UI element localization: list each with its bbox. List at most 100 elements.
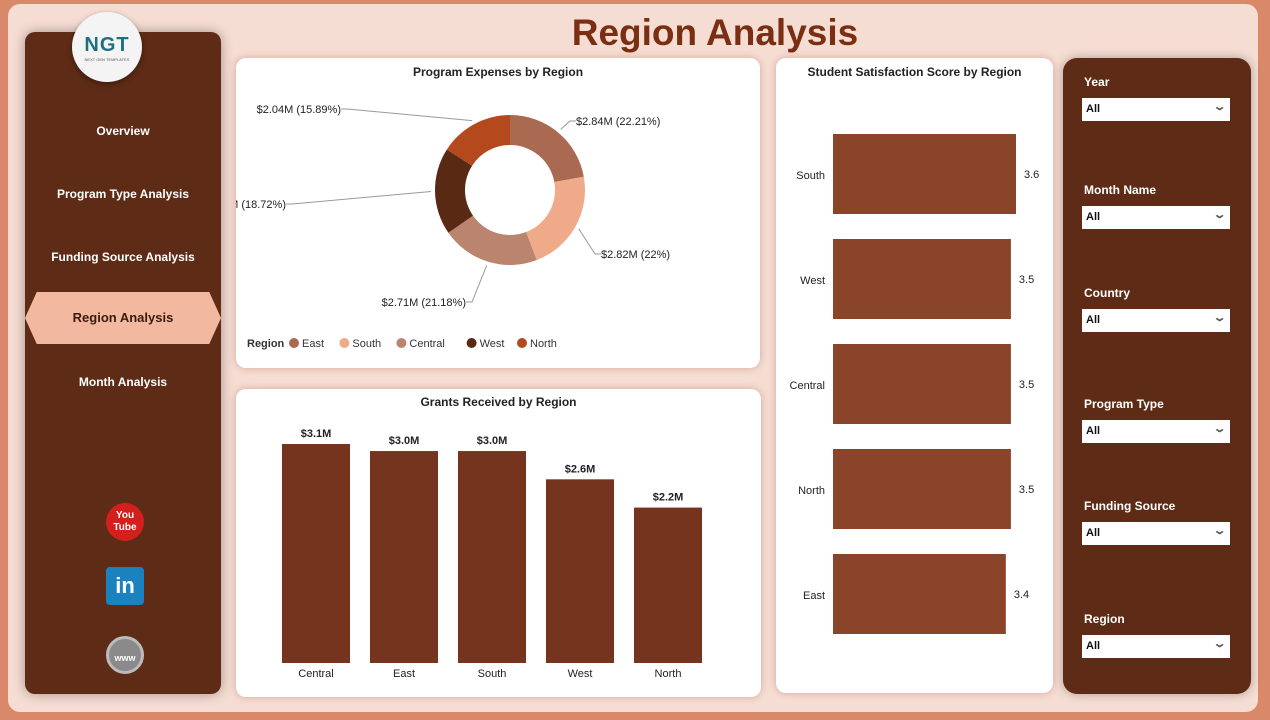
nav-funding-source-analysis[interactable]: Funding Source Analysis: [51, 250, 195, 264]
chevron-down-icon: ⌄: [1212, 101, 1227, 113]
selected-value: All: [1086, 211, 1101, 223]
legend-marker-central: [396, 338, 407, 348]
data-label-north: $2.04M (15.89%): [257, 104, 341, 116]
selected-value: All: [1086, 314, 1101, 326]
filter-label-region: Region: [1084, 612, 1125, 626]
donut-slice-north: [446, 115, 510, 166]
filter-dropdown-funding-source[interactable]: All ⌄: [1082, 522, 1230, 545]
grants-card: Grants Received by Region $3.1M Central $3…: [236, 389, 761, 697]
chevron-down-icon: ⌄: [1212, 525, 1227, 537]
filter-label-program-type: Program Type: [1084, 397, 1164, 411]
chart-title: Grants Received by Region: [420, 395, 577, 409]
data-label-south: $2.82M (22%): [601, 249, 670, 261]
linkedin-icon[interactable]: in: [106, 567, 144, 605]
data-label: 3.5: [1019, 379, 1034, 391]
nav-overview[interactable]: Overview: [96, 124, 150, 138]
bar-east: [370, 451, 438, 663]
data-label: $3.1M: [301, 428, 332, 440]
filter-dropdown-country[interactable]: All ⌄: [1082, 309, 1230, 332]
nav-month-analysis[interactable]: Month Analysis: [78, 375, 168, 389]
x-tick-label: Central: [298, 668, 333, 680]
leader-line: [286, 190, 432, 205]
bar-south: [833, 134, 1016, 214]
nav-region-analysis[interactable]: Region Analysis: [25, 292, 221, 344]
bar-west: [546, 479, 614, 663]
legend-item-west: West: [480, 338, 505, 350]
legend-marker-north: [517, 338, 527, 348]
globe-icon[interactable]: www: [106, 636, 144, 674]
satisfaction-card: Student Satisfaction Score by Region 3.6…: [776, 58, 1053, 693]
leader-line: [341, 108, 473, 122]
chevron-down-icon: ⌄: [1212, 638, 1227, 650]
leader-line: [560, 120, 576, 130]
filter-dropdown-month-name[interactable]: All ⌄: [1082, 206, 1230, 229]
chevron-down-icon: ⌄: [1212, 423, 1227, 435]
filter-dropdown-region[interactable]: All ⌄: [1082, 635, 1230, 658]
grants-bar-chart: $3.1M Central $3.0M East $3.0M South $2.6M West…: [282, 428, 702, 680]
leader-line: [578, 228, 601, 255]
donut-slice-east: [510, 115, 584, 183]
nav-program-type-analysis[interactable]: Program Type Analysis: [56, 187, 190, 201]
data-label-east: $2.84M (22.21%): [576, 116, 660, 128]
chart-title: Program Expenses by Region: [412, 65, 584, 79]
bar-north: [634, 507, 702, 663]
data-label: $3.0M: [389, 435, 420, 447]
legend-marker-east: [289, 338, 299, 348]
data-label: $2.2M: [653, 492, 684, 504]
bar-west: [833, 239, 1011, 319]
x-tick-label: South: [478, 668, 507, 680]
filter-dropdown-year[interactable]: All ⌄: [1082, 98, 1230, 121]
bar-east: [833, 554, 1006, 634]
donut-slice-central: [448, 215, 537, 265]
y-tick-label: East: [803, 590, 825, 602]
legend-item-north: North: [530, 338, 557, 350]
ngt-logo: NGT NEXT GEN TEMPLATES: [72, 12, 142, 82]
logo-subtitle: NEXT GEN TEMPLATES: [84, 57, 130, 62]
y-tick-label: Central: [790, 380, 825, 392]
y-tick-label: South: [796, 170, 825, 182]
filter-dropdown-program-type[interactable]: All ⌄: [1082, 420, 1230, 443]
chevron-down-icon: ⌄: [1212, 209, 1227, 221]
bar-central: [282, 444, 350, 663]
data-label: $2.6M: [565, 463, 596, 475]
x-tick-label: West: [568, 668, 593, 680]
chart-title: Student Satisfaction Score by Region: [807, 65, 1022, 79]
y-tick-label: North: [798, 485, 825, 497]
filter-label-funding-source: Funding Source: [1084, 499, 1176, 513]
bar-central: [833, 344, 1011, 424]
leader-line: [466, 265, 488, 303]
legend-item-central: Central: [409, 338, 444, 350]
selected-value: All: [1086, 640, 1101, 652]
data-label: 3.4: [1014, 589, 1029, 601]
data-label-west: $2.40M (18.72%): [236, 199, 286, 211]
youtube-icon[interactable]: You Tube: [106, 503, 144, 541]
filter-label-month-name: Month Name: [1084, 183, 1156, 197]
program-expenses-card: Program Expenses by Region $2.84M (22.21…: [236, 58, 760, 368]
y-tick-label: West: [800, 275, 825, 287]
data-label-central: $2.71M (21.18%): [382, 297, 466, 309]
data-label: $3.0M: [477, 435, 508, 447]
satisfaction-bar-chart: 3.6 South 3.5 West 3.5 Central 3.5 North 3.4 East: [790, 134, 1039, 634]
donut-chart: $2.84M (22.21%) $2.82M (22%) $2.71M (21.18…: [236, 104, 670, 350]
selected-value: All: [1086, 103, 1101, 115]
data-label: 3.5: [1019, 274, 1034, 286]
donut-slice-south: [526, 176, 585, 261]
selected-value: All: [1086, 425, 1101, 437]
legend-item-east: East: [302, 338, 324, 350]
filter-label-year: Year: [1084, 75, 1110, 89]
legend-marker-south: [339, 338, 350, 348]
page-title: Region Analysis: [571, 12, 859, 53]
selected-value: All: [1086, 527, 1101, 539]
bar-south: [458, 451, 526, 663]
legend-item-south: South: [352, 338, 381, 350]
x-tick-label: East: [393, 668, 415, 680]
x-tick-label: North: [655, 668, 682, 680]
data-label: 3.6: [1024, 169, 1039, 181]
data-label: 3.5: [1019, 484, 1034, 496]
filter-panel: [1063, 58, 1251, 694]
donut-slice-west: [435, 149, 474, 233]
chevron-down-icon: ⌄: [1212, 312, 1227, 324]
filter-label-country: Country: [1084, 286, 1130, 300]
legend-marker-west: [466, 338, 477, 348]
legend-title: Region: [247, 338, 285, 350]
